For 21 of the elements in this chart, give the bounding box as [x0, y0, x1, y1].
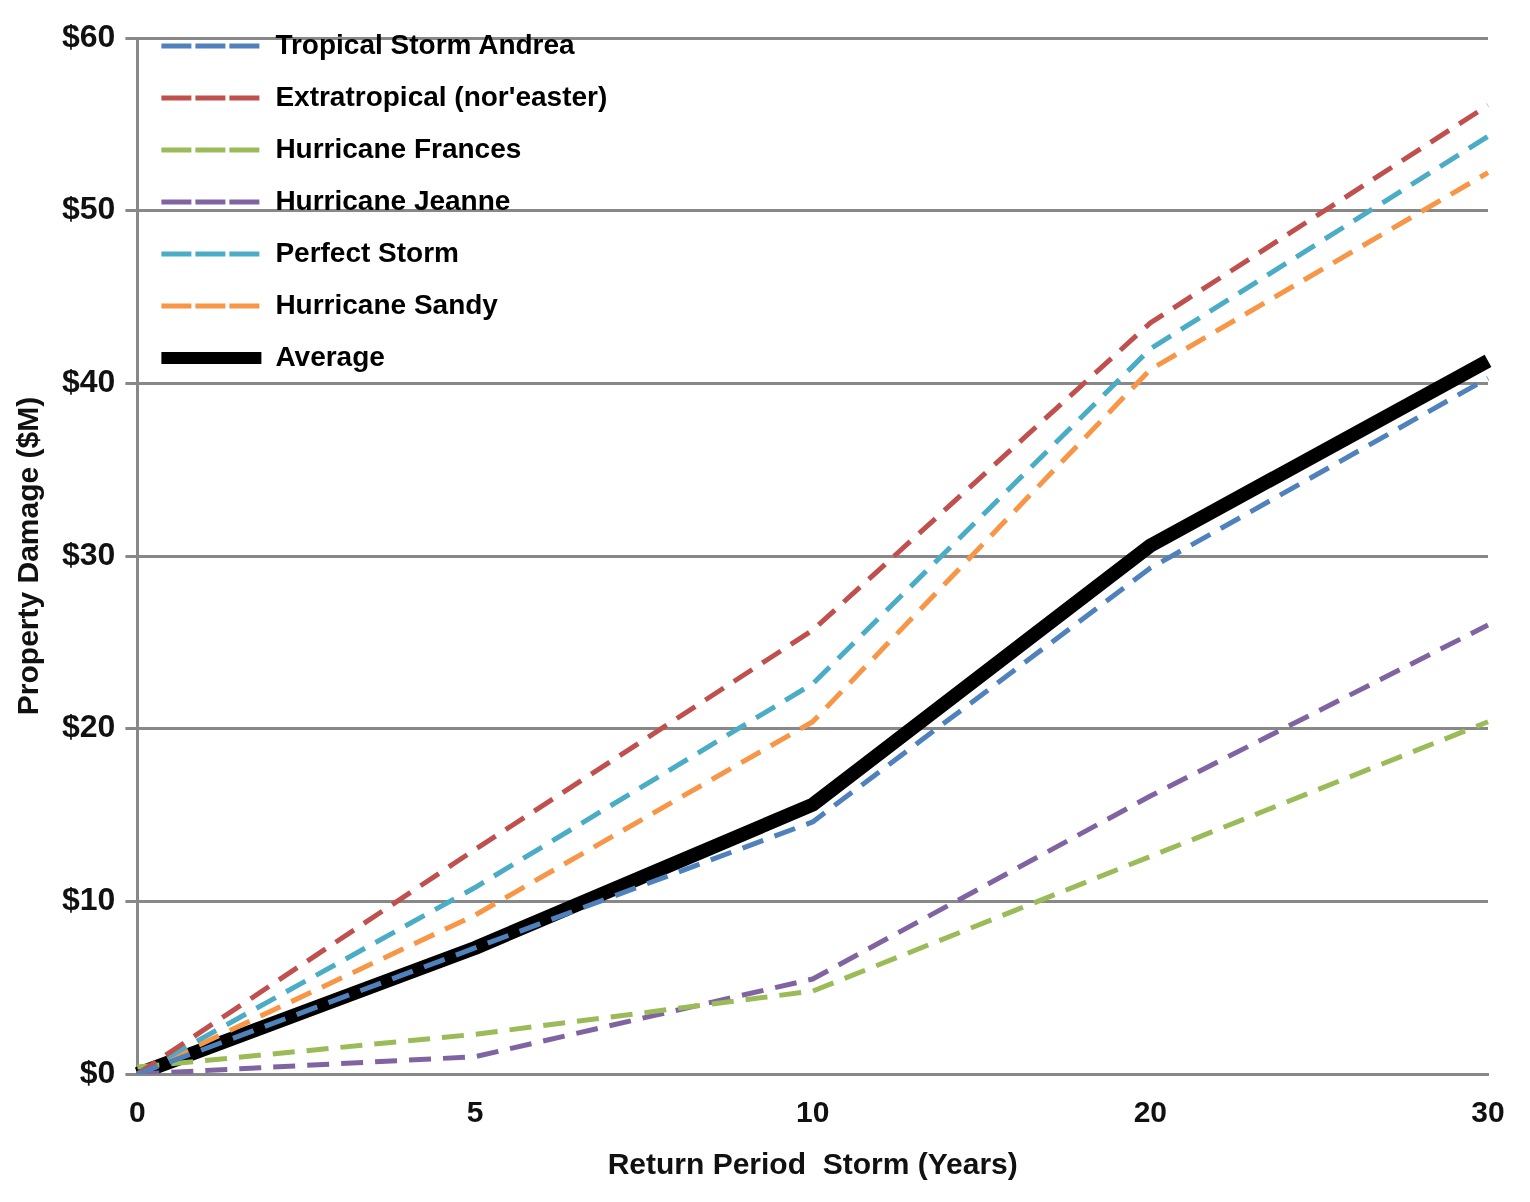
y-tick-label: $30	[62, 535, 116, 572]
y-tick-label: $0	[79, 1053, 116, 1090]
y-tick-label: $10	[62, 881, 116, 918]
legend-label: Perfect Storm	[275, 236, 460, 268]
y-tick-label: $20	[62, 708, 116, 745]
legend-label: Hurricane Sandy	[275, 288, 499, 320]
y-tick-label: $60	[62, 17, 116, 54]
x-tick-label: 5	[466, 1095, 484, 1129]
x-tick-label: 20	[1133, 1095, 1168, 1129]
x-tick-label: 30	[1471, 1095, 1505, 1129]
x-tick-label: 10	[796, 1095, 830, 1129]
y-tick-label: $40	[62, 363, 116, 400]
x-tick-label: 0	[129, 1095, 146, 1129]
legend-label: Hurricane Frances	[275, 132, 522, 164]
legend-label: Tropical Storm Andrea	[275, 28, 576, 60]
legend-label: Extratropical (nor'easter)	[275, 80, 608, 112]
y-axis-title: Property Damage ($M)	[11, 396, 45, 716]
y-tick-label: $50	[62, 190, 116, 227]
legend-label: Average	[275, 340, 385, 372]
legend-label: Hurricane Jeanne	[275, 184, 511, 216]
x-axis-title: Return Period Storm (Years)	[607, 1147, 1018, 1181]
